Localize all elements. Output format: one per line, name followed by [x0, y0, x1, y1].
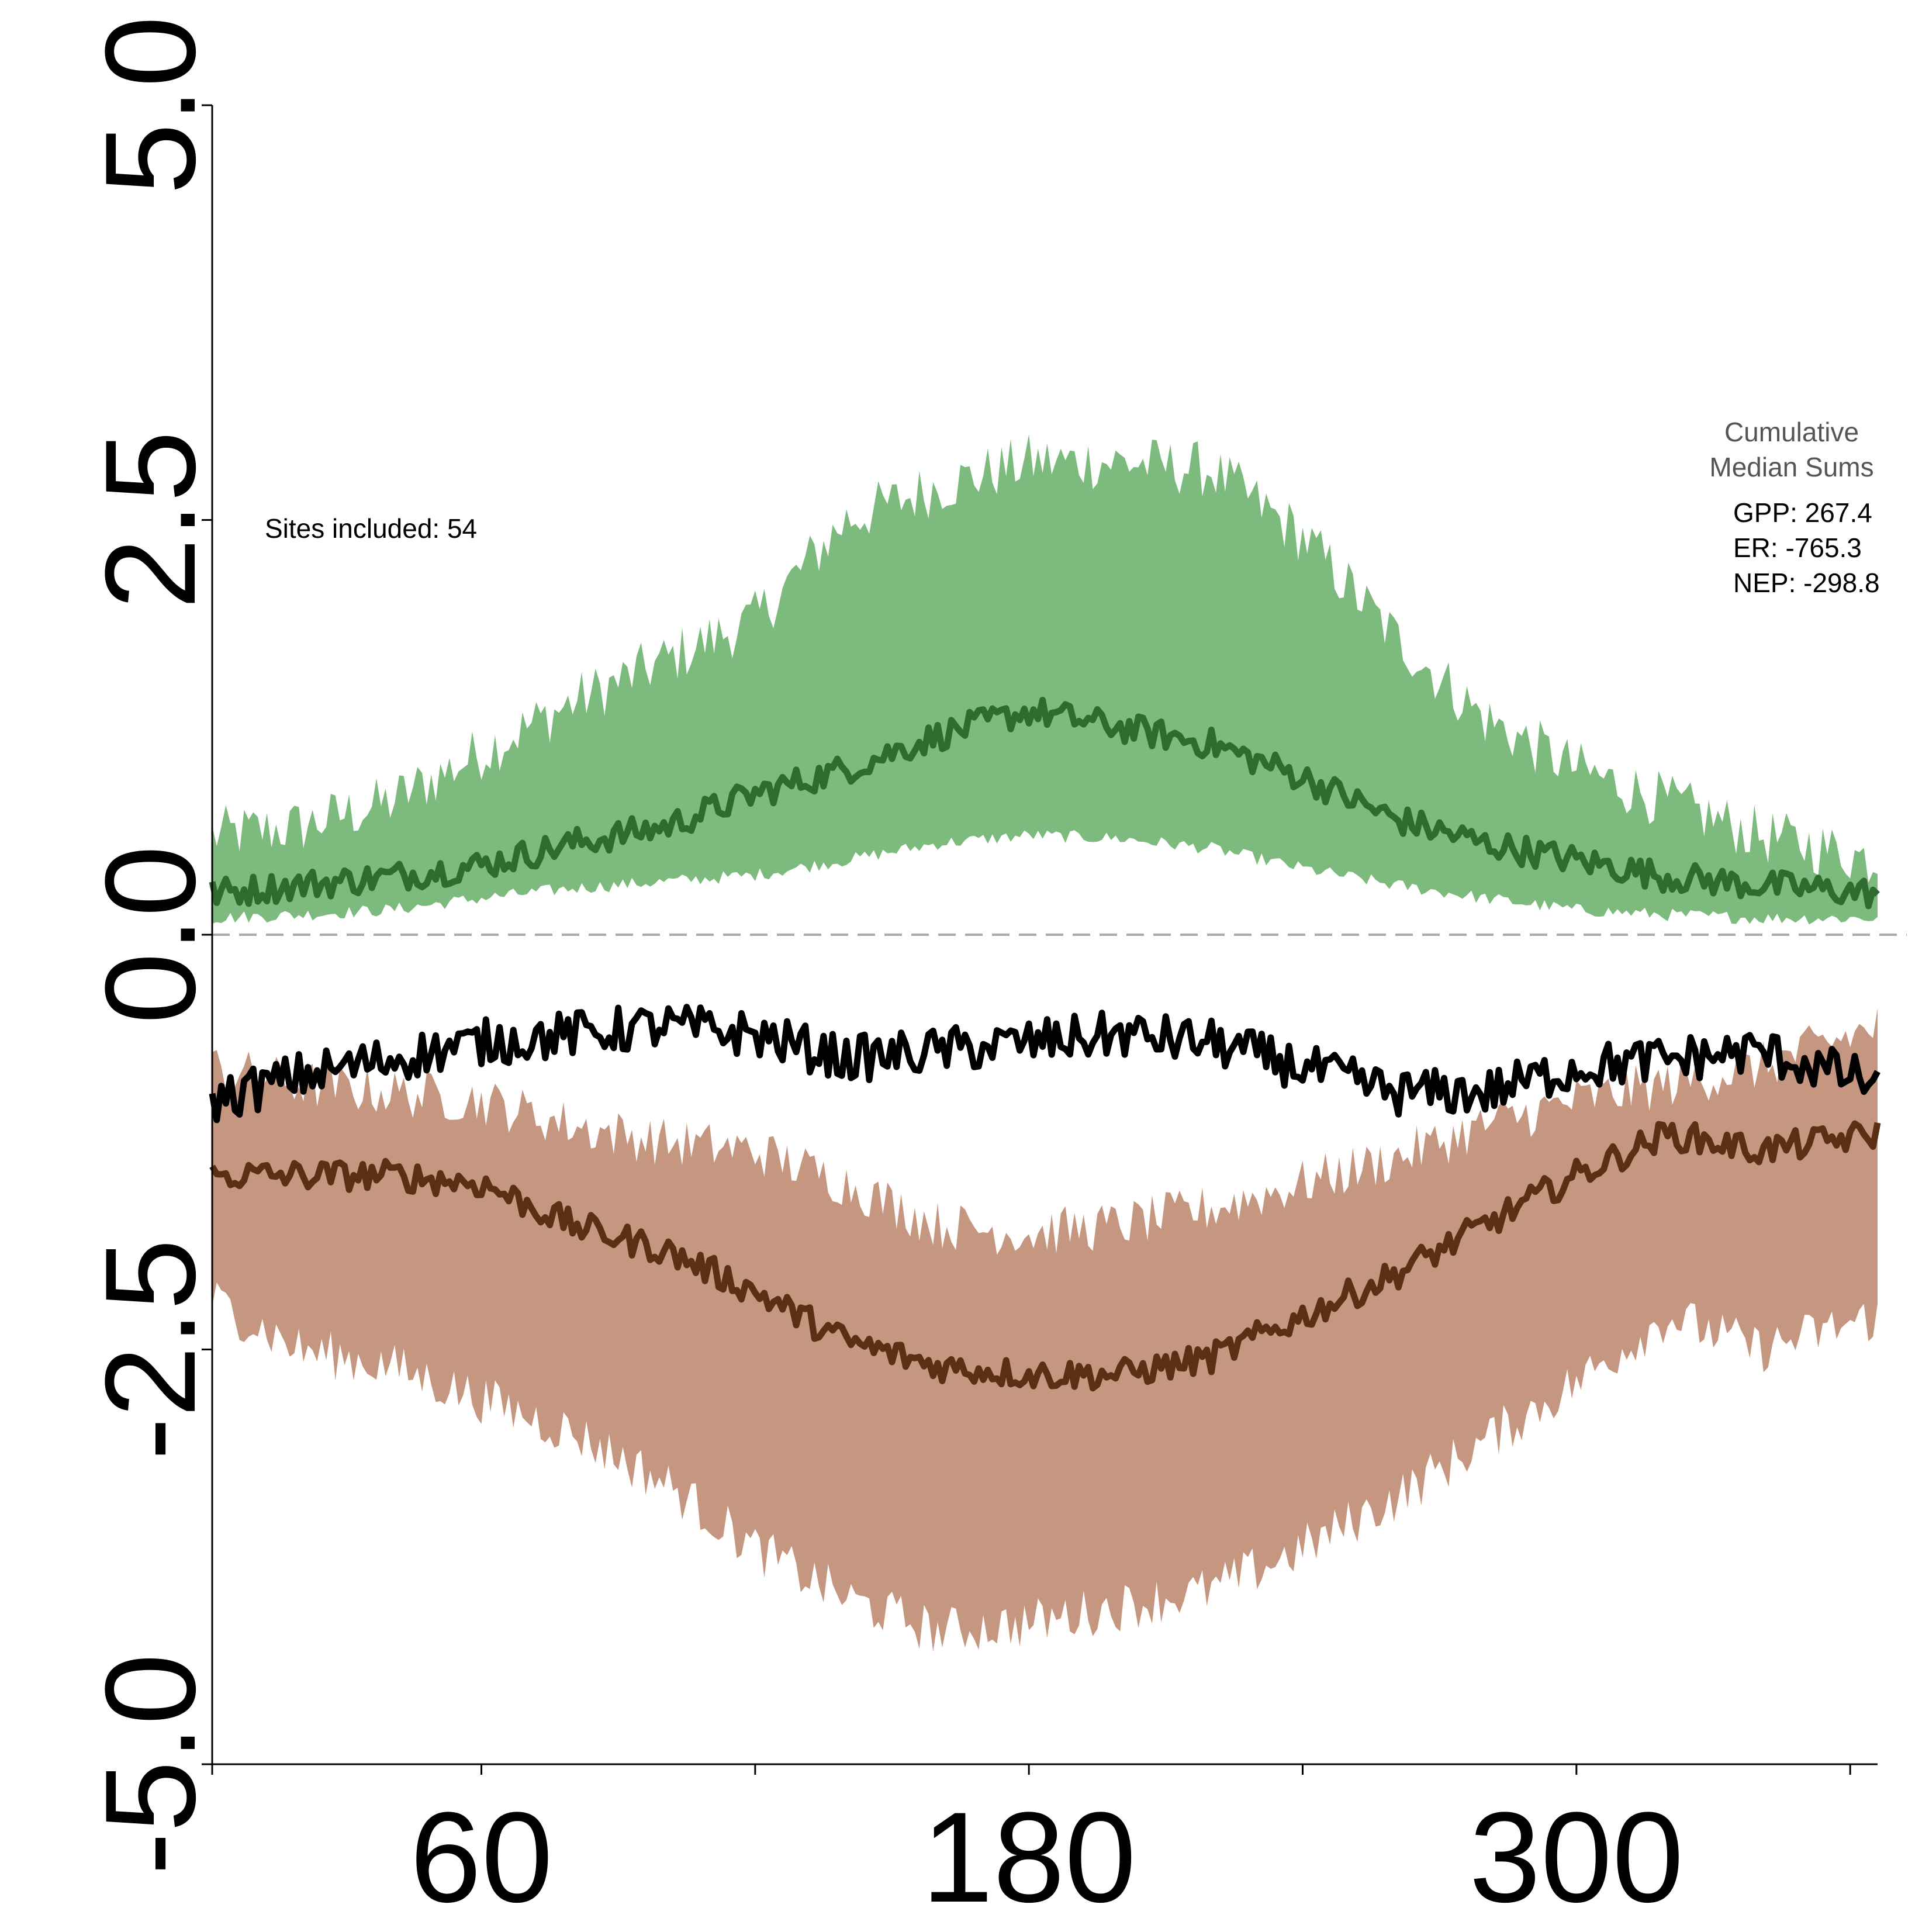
er-band	[212, 1008, 1878, 1652]
y-tick-label: -5.0	[78, 1653, 222, 1875]
x-tick-label: 300	[1469, 1785, 1683, 1929]
cumulative-title-line1: Cumulative	[1724, 417, 1859, 447]
gpp-sum-label: GPP: 267.4	[1733, 497, 1872, 528]
er-sum-label: ER: -765.3	[1733, 533, 1862, 563]
cumulative-title-line2: Median Sums	[1709, 452, 1873, 482]
axes-layer: -5.0 -2.5 0.0 2.5 5.0 60 180 300	[78, 16, 1907, 1929]
y-tick-label: 5.0	[78, 16, 222, 195]
sites-included-label: Sites included: 54	[265, 513, 477, 544]
nep-line	[209, 1004, 1880, 1124]
bands-layer	[212, 434, 1878, 1652]
x-tick-label: 180	[922, 1785, 1136, 1929]
gpp-band	[212, 434, 1878, 925]
y-tick-label: 2.5	[78, 431, 222, 610]
y-tick-label: -2.5	[78, 1239, 222, 1460]
nep-sum-label: NEP: -298.8	[1733, 568, 1880, 598]
lines-layer	[209, 697, 1881, 1392]
er-median-line	[209, 1120, 1881, 1392]
gpp-median-line	[209, 697, 1880, 910]
x-tick-label: 60	[410, 1785, 553, 1929]
y-tick-label: 0.0	[78, 845, 222, 1024]
